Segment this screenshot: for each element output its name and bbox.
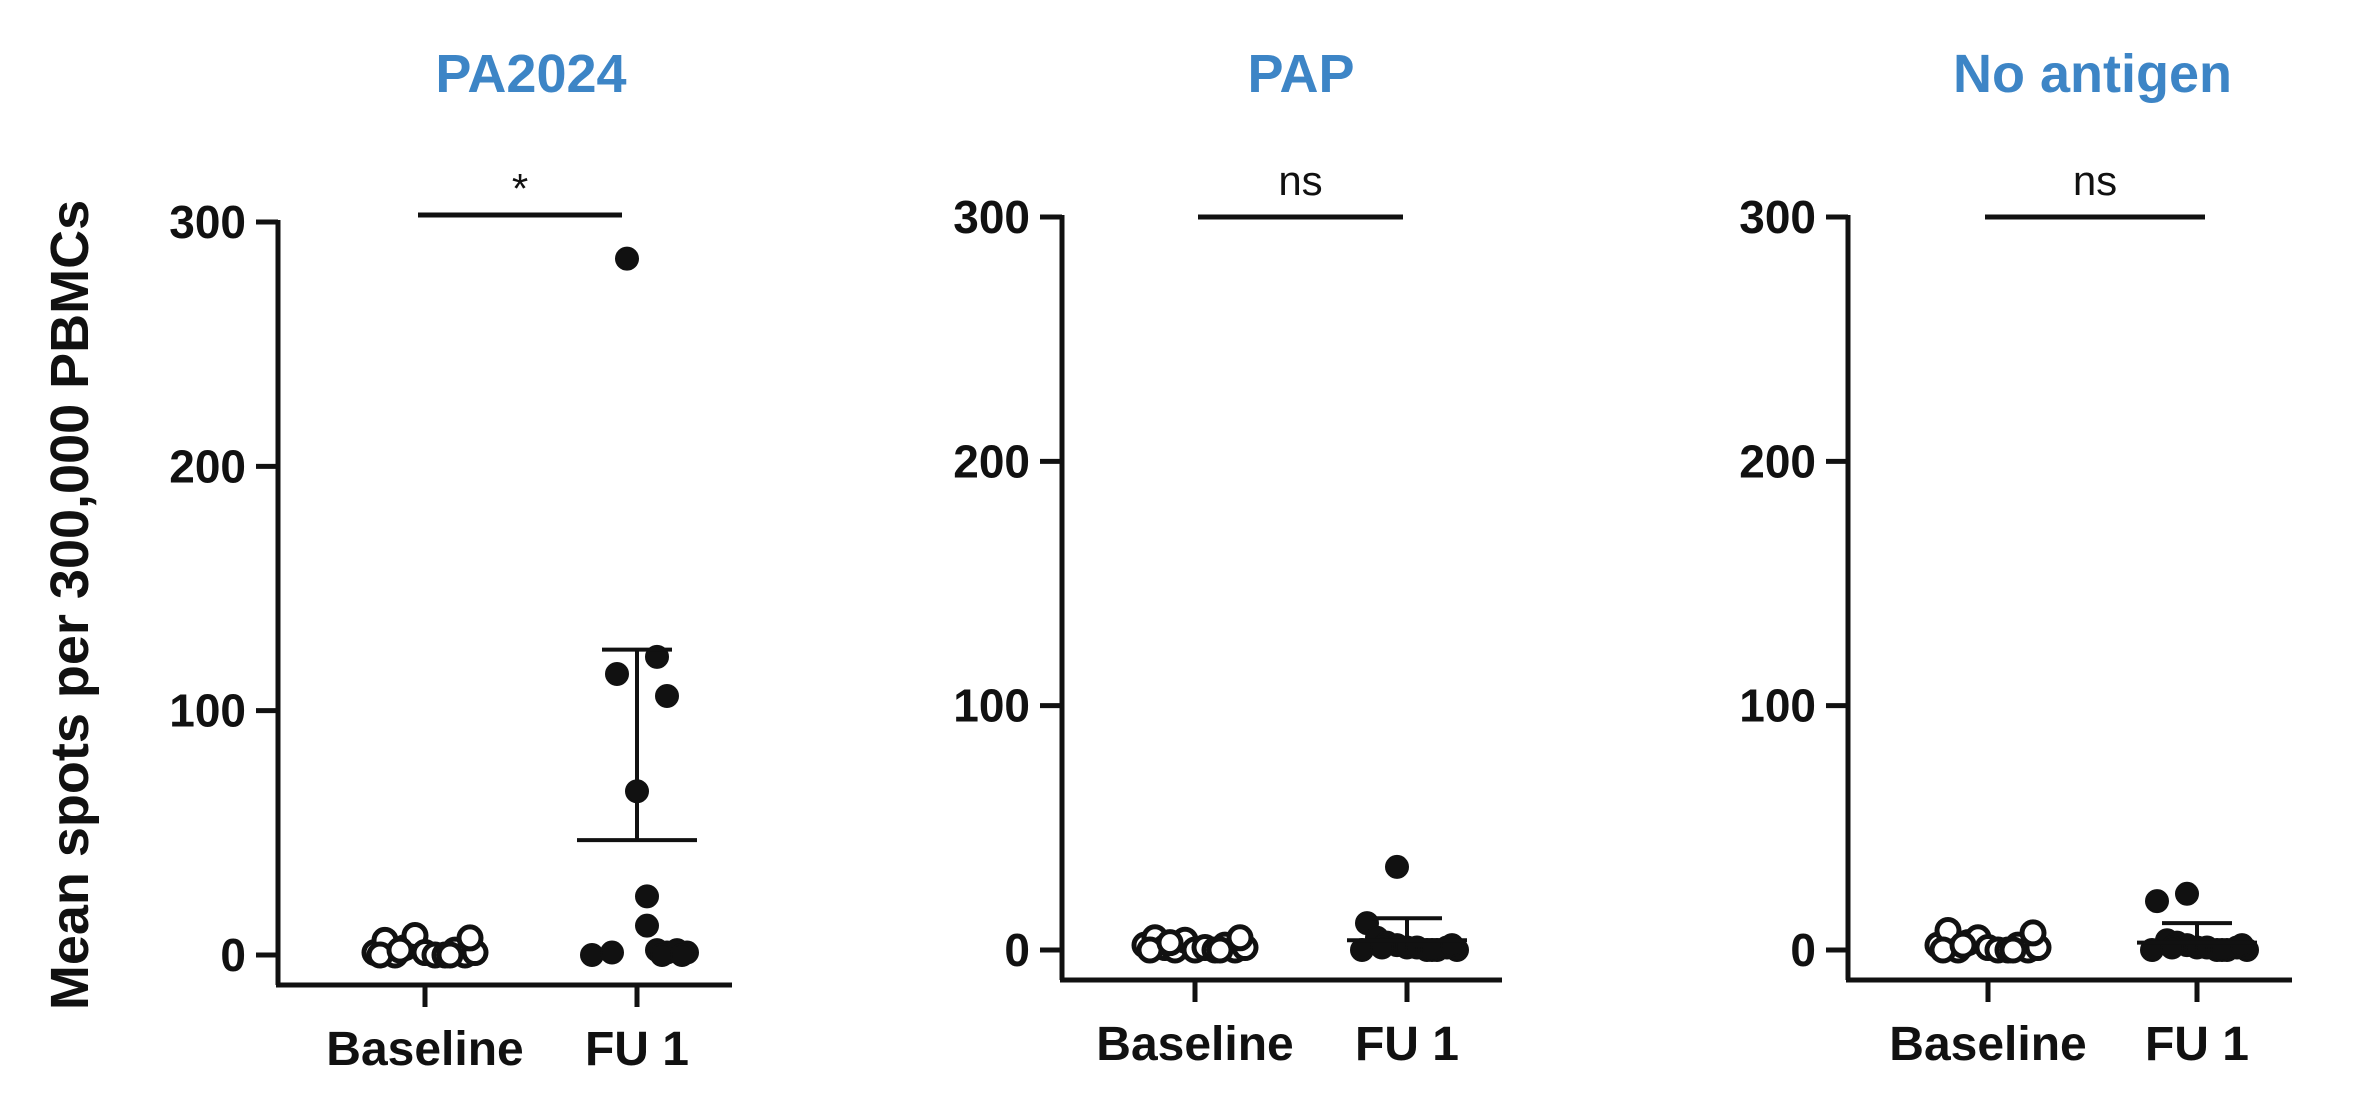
panel-title: PAP — [1247, 44, 1354, 104]
data-point-open — [436, 941, 464, 969]
y-tick-label: 200 — [169, 440, 246, 492]
data-point-filled — [1385, 854, 1409, 879]
data-point-open — [1999, 936, 2027, 964]
x-tick-label: Baseline — [326, 1023, 523, 1076]
data-point-filled — [2145, 889, 2169, 914]
y-tick-label: 0 — [1004, 924, 1030, 976]
panel-2: PAP 0 100 200 300 Baseline FU 1 ns — [953, 44, 1502, 1071]
y-tick-label: 0 — [1790, 924, 1816, 976]
data-point-filled — [580, 943, 604, 967]
data-point-filled — [2230, 933, 2254, 958]
panels: PA2024 0 100 200 300 Baseline FU 1 * PAP 0 100 200 3… — [169, 44, 2292, 1076]
data-point-open — [2019, 919, 2047, 947]
x-tick-label: FU 1 — [1355, 1018, 1459, 1071]
panel-3: No antigen 0 100 200 300 Baseline FU 1 ns — [1739, 44, 2292, 1071]
data-point-filled — [600, 940, 624, 965]
x-tick-label: FU 1 — [2145, 1018, 2249, 1071]
data-point-filled — [670, 943, 694, 967]
y-tick-label: 300 — [169, 196, 246, 248]
y-axis-label: Mean spots per 300,000 PBMCs — [40, 200, 100, 1010]
data-point-filled — [635, 913, 659, 938]
data-point-open — [1206, 936, 1234, 964]
y-tick-label: 300 — [1739, 191, 1816, 243]
data-point-filled — [2160, 935, 2184, 960]
data-point-filled — [2175, 881, 2199, 906]
panel-title: PA2024 — [435, 44, 626, 104]
x-tick-label: FU 1 — [585, 1023, 689, 1076]
data-point-filled — [1440, 933, 1464, 958]
data-point-filled — [1350, 938, 1374, 962]
y-tick-label: 0 — [220, 929, 246, 981]
data-point-open — [1949, 931, 1977, 959]
y-tick-label: 100 — [169, 685, 246, 737]
data-point-filled — [650, 943, 674, 967]
data-point-filled — [655, 684, 679, 709]
significance-label: ns — [2073, 157, 2117, 204]
data-point-open — [1226, 924, 1254, 952]
panel-title: No antigen — [1953, 44, 2232, 104]
y-tick-label: 200 — [1739, 435, 1816, 487]
data-point-filled — [605, 662, 629, 687]
x-tick-label: Baseline — [1889, 1018, 2086, 1071]
x-tick-label: Baseline — [1096, 1018, 1293, 1071]
data-point-open — [386, 936, 414, 964]
y-tick-label: 100 — [1739, 680, 1816, 732]
data-point-open — [1156, 929, 1184, 957]
y-tick-label: 100 — [953, 680, 1030, 732]
data-point-filled — [635, 884, 659, 909]
y-tick-label: 200 — [953, 435, 1030, 487]
panel-1: PA2024 0 100 200 300 Baseline FU 1 * — [169, 44, 732, 1076]
data-point-filled — [1420, 938, 1444, 962]
significance-label: ns — [1278, 157, 1322, 204]
data-point-filled — [615, 246, 639, 271]
significance-label: * — [512, 165, 528, 212]
y-tick-label: 300 — [953, 191, 1030, 243]
data-point-open — [456, 924, 484, 952]
